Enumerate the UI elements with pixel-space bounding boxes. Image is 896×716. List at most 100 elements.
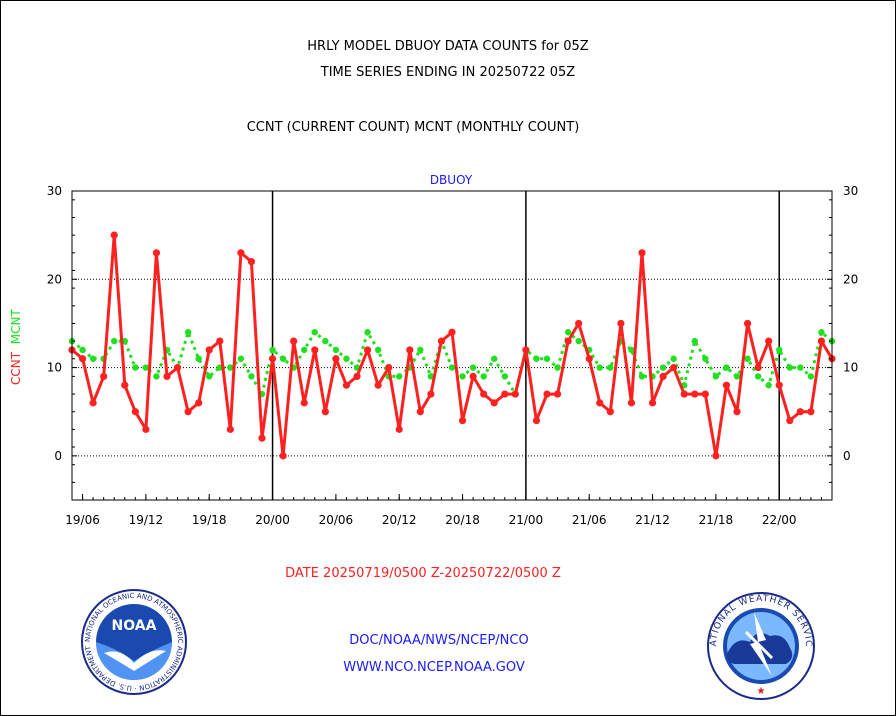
data-point-ccnt xyxy=(807,408,815,416)
x-tick-label: 21/00 xyxy=(509,513,544,527)
x-tick-label: 22/00 xyxy=(762,513,797,527)
data-point-mcnt xyxy=(364,329,371,336)
x-tick-label: 19/18 xyxy=(192,513,227,527)
data-point-mcnt xyxy=(227,364,234,371)
data-point-ccnt xyxy=(131,408,139,416)
plot-area-border xyxy=(71,190,833,501)
data-point-ccnt xyxy=(142,425,150,433)
data-point-ccnt xyxy=(575,319,583,328)
data-point-ccnt xyxy=(532,416,541,425)
data-point-mcnt xyxy=(712,373,720,380)
data-point-ccnt xyxy=(522,346,530,354)
data-point-mcnt xyxy=(248,373,255,380)
data-point-mcnt xyxy=(691,337,698,345)
data-point-ccnt xyxy=(110,231,118,239)
footer-url: WWW.NCO.NCEP.NOAA.GOV xyxy=(343,660,525,675)
data-point-ccnt xyxy=(585,355,593,363)
data-point-mcnt xyxy=(459,373,466,380)
data-point-mcnt xyxy=(417,346,424,354)
data-point-ccnt xyxy=(775,381,783,389)
data-point-mcnt xyxy=(543,355,551,362)
y-tick-label-right: 30 xyxy=(843,184,858,198)
data-point-ccnt xyxy=(363,346,372,354)
chart-panel-title: DBUOY xyxy=(430,173,473,187)
data-point-ccnt xyxy=(342,381,351,389)
data-point-ccnt xyxy=(321,408,329,416)
data-point-ccnt xyxy=(765,337,773,345)
data-point-mcnt xyxy=(501,373,508,380)
data-point-ccnt xyxy=(701,390,709,398)
data-point-mcnt xyxy=(786,364,793,371)
data-point-mcnt xyxy=(332,346,340,354)
data-point-ccnt xyxy=(754,363,762,372)
data-point-ccnt xyxy=(205,346,213,354)
data-point-mcnt xyxy=(776,346,783,354)
data-point-mcnt xyxy=(765,382,772,389)
data-point-ccnt xyxy=(216,337,224,345)
noaa-logo: NOAA NATIONAL OCEANIC AND ATMOSPHERIC AD… xyxy=(80,589,187,695)
y-tick-label-right: 20 xyxy=(843,272,858,286)
data-point-ccnt xyxy=(511,390,519,398)
data-point-mcnt xyxy=(596,364,603,371)
data-point-ccnt xyxy=(163,372,171,380)
data-point-mcnt xyxy=(797,364,804,371)
x-tick-label: 21/06 xyxy=(572,513,607,527)
data-point-mcnt xyxy=(733,373,741,380)
data-point-mcnt xyxy=(554,364,561,371)
data-point-mcnt xyxy=(89,355,97,362)
data-point-ccnt xyxy=(733,408,741,416)
data-point-ccnt xyxy=(395,425,403,433)
x-tick-label: 20/12 xyxy=(382,513,417,527)
data-point-mcnt xyxy=(301,346,308,354)
footer-org: DOC/NOAA/NWS/NCEP/NCO xyxy=(349,633,529,648)
x-tick-label: 21/18 xyxy=(699,513,734,527)
series-line-ccnt xyxy=(71,233,834,458)
data-point-mcnt xyxy=(184,329,192,336)
data-point-ccnt xyxy=(596,399,604,407)
data-point-ccnt xyxy=(712,452,720,460)
x-tick-label: 20/06 xyxy=(319,513,354,527)
data-point-ccnt xyxy=(458,416,467,425)
data-point-ccnt xyxy=(543,390,551,398)
data-point-ccnt xyxy=(680,390,688,398)
data-point-ccnt xyxy=(247,258,256,266)
data-point-mcnt xyxy=(807,373,815,380)
data-point-mcnt xyxy=(638,373,646,380)
data-point-ccnt xyxy=(406,346,414,354)
data-point-mcnt xyxy=(480,373,487,380)
data-point-ccnt xyxy=(427,390,435,398)
data-point-mcnt xyxy=(79,346,86,354)
data-point-mcnt xyxy=(670,355,677,362)
data-point-ccnt xyxy=(437,337,446,345)
data-point-ccnt xyxy=(659,372,667,380)
y-tick-label-left: 30 xyxy=(47,184,62,198)
y-tick-label-right: 0 xyxy=(843,449,851,463)
data-point-mcnt xyxy=(279,355,287,362)
data-point-ccnt xyxy=(121,381,129,389)
x-tick-label: 20/00 xyxy=(255,513,290,527)
chart-ticks: 0 0 10 10 20 20 30 30 19/06 19/12 19/18 20/00 20/06 2… xyxy=(47,184,859,527)
chart-title-line2: TIME SERIES ENDING IN 20250722 05Z xyxy=(320,65,576,80)
chart-subtitle: CCNT (CURRENT COUNT) MCNT (MONTHLY COUNT… xyxy=(246,120,580,135)
data-point-mcnt xyxy=(628,346,635,354)
data-point-mcnt xyxy=(818,329,825,336)
noaa-logo-text: NOAA xyxy=(112,618,157,634)
x-tick-label: 20/18 xyxy=(445,513,480,527)
data-point-ccnt xyxy=(627,399,636,407)
data-point-mcnt xyxy=(396,373,403,380)
data-point-mcnt xyxy=(374,346,382,354)
star-icon: ★ xyxy=(757,686,766,697)
data-point-ccnt xyxy=(553,390,562,398)
data-point-mcnt xyxy=(564,329,572,336)
data-point-ccnt xyxy=(817,337,826,345)
data-point-mcnt xyxy=(427,373,435,380)
data-point-mcnt xyxy=(132,364,139,371)
y-tick-label-left: 0 xyxy=(54,449,62,463)
data-point-ccnt xyxy=(78,355,87,363)
data-point-mcnt xyxy=(322,337,329,345)
data-point-mcnt xyxy=(607,364,614,371)
chart-series xyxy=(68,231,836,460)
data-point-ccnt xyxy=(300,399,308,407)
data-point-ccnt xyxy=(258,434,266,442)
